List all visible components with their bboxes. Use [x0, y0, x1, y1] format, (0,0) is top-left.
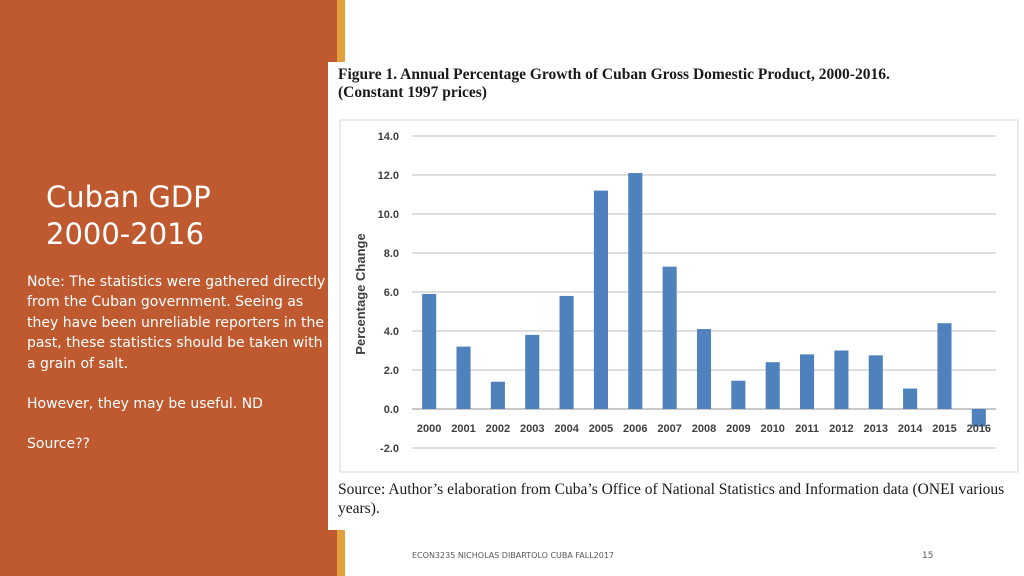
- slide-notes: Note: The statistics were gathered direc…: [27, 272, 332, 455]
- bar-2002: [490, 381, 505, 409]
- bar-2015: [937, 323, 952, 409]
- y-tick-label: 4.0: [384, 326, 399, 338]
- figure-title-line2: (Constant 1997 prices): [338, 84, 487, 101]
- bar-2000: [422, 293, 437, 409]
- bar-2013: [868, 355, 883, 409]
- bar-2004: [559, 295, 574, 409]
- x-tick-label: 2001: [451, 423, 475, 435]
- slide-title-line2: 2000-2016: [46, 217, 205, 252]
- figure-title-line1: Figure 1. Annual Percentage Growth of Cu…: [338, 66, 890, 83]
- bar-2005: [593, 190, 608, 409]
- y-axis-label: Percentage Change: [353, 233, 368, 354]
- x-tick-label: 2014: [898, 423, 923, 435]
- bar-2003: [525, 334, 540, 409]
- x-tick-label: 2015: [932, 423, 956, 435]
- x-tick-label: 2005: [589, 423, 613, 435]
- x-tick-label: 2013: [864, 423, 888, 435]
- bars: [422, 173, 986, 427]
- gdp-bar-chart: 14.0 12.0 10.0 8.0 6.0 4.0 2.0 0.0 -2.0 2000 2001…: [339, 119, 1019, 473]
- y-tick-label: 8.0: [384, 248, 399, 260]
- bar-2009: [731, 380, 746, 409]
- y-tick-label: 2.0: [384, 365, 399, 377]
- page-number: 15: [922, 551, 934, 561]
- x-tick-label: 2012: [829, 423, 853, 435]
- chart-frame: [339, 119, 1019, 473]
- bar-2016: [971, 409, 986, 427]
- x-tick-label: 2006: [623, 423, 647, 435]
- y-tick-labels: 14.0 12.0 10.0 8.0 6.0 4.0 2.0 0.0 -2.0: [378, 131, 399, 455]
- note-text-2: However, they may be useful. ND: [27, 396, 263, 413]
- note-text: Note: The statistics were gathered direc…: [27, 274, 326, 372]
- x-tick-label: 2011: [795, 423, 819, 435]
- bar-2008: [696, 329, 712, 409]
- x-tick-label: 2010: [760, 423, 784, 435]
- figure-source: Source: Author’s elaboration from Cuba’s…: [338, 481, 1005, 517]
- note-text-3: Source??: [27, 436, 90, 453]
- slide-title: Cuban GDP 2000-2016: [46, 179, 326, 253]
- bar-2012: [834, 350, 849, 409]
- x-tick-label: 2007: [657, 423, 681, 435]
- y-tick-label: 0.0: [384, 404, 399, 416]
- x-tick-label: 2002: [486, 423, 510, 435]
- y-tick-label: 10.0: [378, 209, 399, 221]
- x-tick-label: 2008: [692, 423, 716, 435]
- figure-title: Figure 1. Annual Percentage Growth of Cu…: [338, 66, 890, 102]
- x-tick-label: 2004: [554, 423, 579, 435]
- y-tick-label: 14.0: [378, 131, 399, 143]
- slide-title-line1: Cuban GDP: [46, 180, 211, 215]
- slide-footer: ECON3235 NICHOLAS DIBARTOLO CUBA FALL201…: [412, 551, 615, 560]
- y-tick-label: -2.0: [380, 443, 399, 455]
- y-tick-label: 12.0: [378, 170, 399, 182]
- y-tick-label: 6.0: [384, 287, 399, 299]
- x-tick-label: 2009: [726, 423, 750, 435]
- bar-2007: [662, 266, 677, 409]
- x-tick-label: 2016: [967, 423, 991, 435]
- bar-2006: [628, 173, 643, 409]
- bar-2010: [765, 362, 780, 409]
- bar-2014: [903, 388, 918, 409]
- x-tick-label: 2000: [417, 423, 441, 435]
- bar-2011: [800, 354, 815, 409]
- left-panel: [0, 0, 337, 576]
- figure-image: Figure 1. Annual Percentage Growth of Cu…: [328, 62, 1020, 530]
- bar-2001: [456, 346, 471, 409]
- x-tick-labels: 2000 2001 2002 2003 2004 2005 2006 2007 2008 2009…: [417, 423, 991, 435]
- x-tick-label: 2003: [520, 423, 544, 435]
